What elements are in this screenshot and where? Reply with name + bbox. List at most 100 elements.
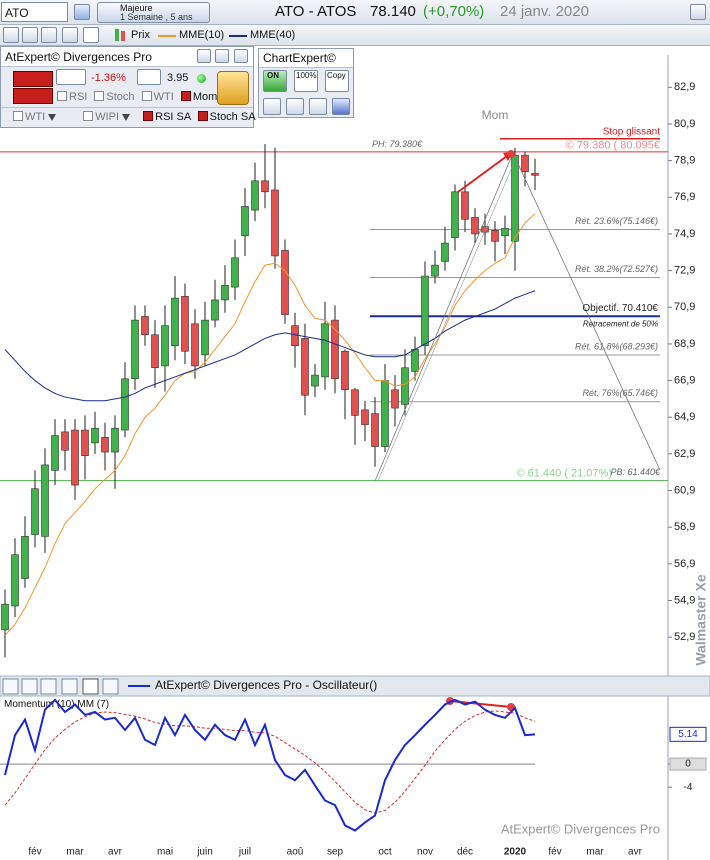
y-tick-label: 54,9 — [674, 594, 695, 606]
y-tick-label: 0 — [685, 759, 691, 770]
candle-body — [241, 206, 249, 237]
candle-body — [91, 427, 99, 444]
panel-icon[interactable] — [234, 49, 248, 63]
period: 1 Semaine , 5 ans — [120, 12, 193, 22]
candle-body — [381, 380, 389, 447]
button-label: Copy — [327, 71, 346, 80]
candle-body — [101, 437, 109, 453]
candle-body — [231, 257, 239, 288]
down-arrow — [48, 114, 57, 121]
period-selector[interactable]: Majeure 1 Semaine , 5 ans — [97, 2, 210, 23]
y-tick-label: 74,9 — [674, 228, 695, 240]
checkbox[interactable] — [197, 111, 208, 121]
level-label: PH: 79.380€ — [372, 139, 423, 149]
series-line — [4, 710, 536, 814]
x-tick-label: mar — [66, 847, 84, 858]
y-tick-label: 64,9 — [674, 411, 695, 423]
checkbox[interactable] — [94, 91, 105, 101]
y-tick-label: 60,9 — [674, 484, 695, 496]
check-label: Mom — [192, 91, 218, 103]
candle-body — [1, 603, 9, 631]
tool-icon[interactable] — [286, 98, 304, 115]
tool-icon[interactable] — [83, 27, 99, 43]
candle-body — [261, 180, 269, 193]
chart-icon[interactable] — [56, 69, 86, 85]
watermark: AtExpert© Divergences Pro — [501, 821, 660, 836]
checkbox[interactable] — [180, 91, 191, 101]
tool-icon[interactable] — [3, 27, 19, 43]
y-tick-label: 80,9 — [674, 118, 695, 130]
expert-panel-header: AtExpert© Divergences Pro — [1, 47, 253, 67]
level-label: Rét. 38.2%(72.527€) — [575, 264, 658, 274]
tool-icon[interactable] — [61, 678, 78, 695]
tool-icon[interactable] — [21, 678, 38, 695]
check-label: WTI — [153, 91, 174, 103]
tool-icon[interactable] — [309, 98, 327, 115]
candle-body — [141, 316, 149, 336]
level-label: Stop glissant — [603, 126, 660, 137]
candle-body — [171, 297, 179, 347]
down-arrow — [122, 114, 131, 121]
info-icon[interactable] — [332, 98, 350, 115]
tool-icon[interactable] — [40, 678, 57, 695]
candle-body — [71, 429, 79, 486]
x-tick-label: juin — [196, 847, 213, 858]
tool-icon[interactable] — [82, 678, 99, 695]
x-tick-label: fév — [28, 847, 41, 858]
close-icon[interactable] — [102, 678, 119, 695]
x-tick-label: déc — [457, 847, 473, 858]
copy-button[interactable]: Copy — [325, 70, 349, 92]
tool-icon[interactable] — [22, 27, 38, 43]
candle-body — [201, 319, 209, 356]
y-tick-label: 66,9 — [674, 374, 695, 386]
candle-body — [511, 154, 519, 242]
expert-title: AtExpert© Divergences Pro — [5, 50, 152, 64]
chart-icon[interactable] — [137, 69, 161, 85]
check-label: Stoch SA — [209, 111, 256, 123]
level-label: © 79.380 ( 80.095€ — [566, 140, 660, 152]
panel-icon[interactable] — [197, 49, 211, 63]
panel-icon[interactable] — [215, 49, 229, 63]
tool-icon[interactable] — [62, 27, 78, 43]
zoom-button[interactable]: 100% — [294, 70, 318, 92]
candle-body — [421, 275, 429, 347]
tool-icon[interactable] — [41, 27, 57, 43]
checkbox[interactable] — [13, 111, 23, 121]
tool-icon[interactable] — [263, 98, 281, 115]
checkbox[interactable] — [143, 111, 154, 121]
y-tick-label: 58,9 — [674, 521, 695, 533]
checkbox[interactable] — [57, 91, 67, 101]
candle-body — [331, 319, 339, 380]
fib-line — [374, 152, 514, 482]
tool-icon[interactable] — [2, 678, 19, 695]
symbol-input[interactable]: ATO — [1, 2, 68, 22]
signal-icon[interactable] — [13, 71, 53, 87]
chartexpert-header: ChartExpert© — [259, 49, 353, 68]
candle-body — [11, 554, 19, 607]
legend-item: MME(40) — [250, 29, 296, 41]
candle-body — [51, 435, 59, 471]
toggle-button[interactable]: ON — [263, 70, 287, 92]
candle-body — [481, 226, 489, 233]
settings-icon[interactable] — [690, 4, 706, 20]
legend-candle — [115, 29, 119, 41]
oscillator-tools[interactable] — [2, 678, 119, 695]
candle-body — [391, 389, 399, 409]
book-icon[interactable] — [74, 4, 90, 20]
legend-line — [229, 35, 247, 37]
signal-icon[interactable] — [13, 88, 53, 104]
candle-body — [161, 325, 169, 367]
candle-body — [21, 536, 29, 579]
candle-body — [501, 228, 509, 237]
checkbox[interactable] — [83, 111, 94, 121]
divergence-arrow — [457, 155, 508, 193]
indicator-label: Mom — [482, 108, 509, 122]
alert-bell[interactable] — [217, 71, 249, 105]
candle-body — [81, 429, 89, 457]
checks-row: RSI Stoch WTI Mom — [57, 91, 217, 103]
level-label: PB: 61.440€ — [610, 467, 661, 477]
checkbox[interactable] — [141, 91, 152, 101]
expert-change: -1.36% — [91, 72, 126, 84]
